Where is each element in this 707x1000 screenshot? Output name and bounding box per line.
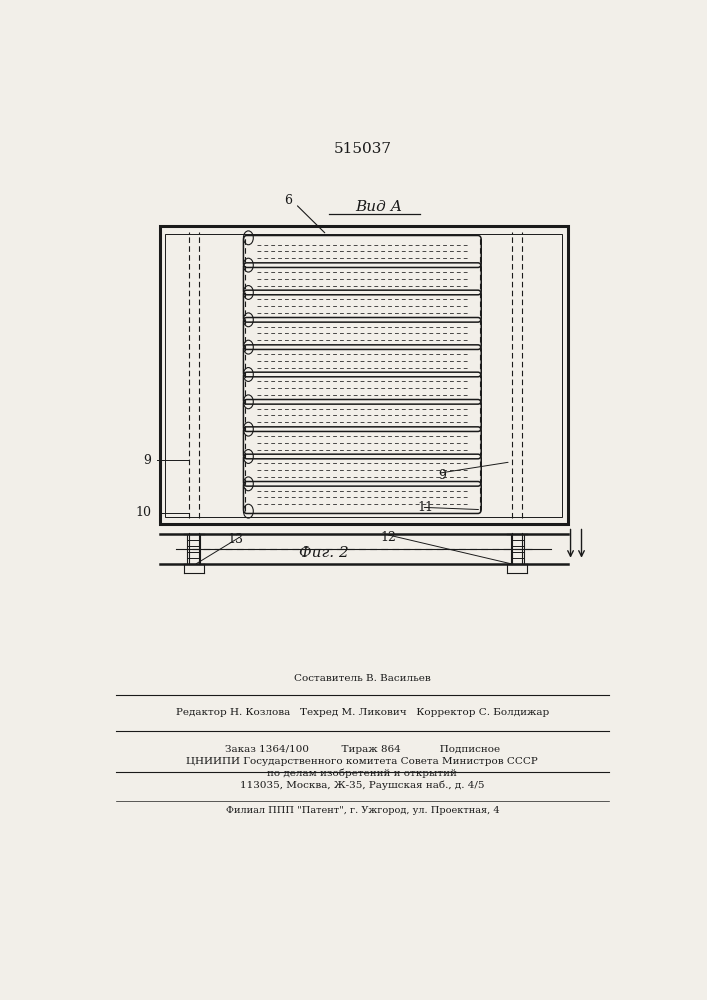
Text: Вид А: Вид А xyxy=(355,200,402,214)
Text: 10: 10 xyxy=(135,506,151,519)
Text: 515037: 515037 xyxy=(333,142,392,156)
Text: Составитель В. Васильев: Составитель В. Васильев xyxy=(294,674,431,683)
Text: Редактор Н. Козлова   Техред М. Ликович   Корректор С. Болдижар: Редактор Н. Козлова Техред М. Ликович Ко… xyxy=(176,708,549,717)
Text: 6: 6 xyxy=(284,194,293,207)
Text: 113035, Москва, Ж-35, Раушская наб., д. 4/5: 113035, Москва, Ж-35, Раушская наб., д. … xyxy=(240,781,484,790)
Text: ЦНИИПИ Государственного комитета Совета Министров СССР: ЦНИИПИ Государственного комитета Совета … xyxy=(187,757,538,766)
Text: 13: 13 xyxy=(227,533,243,546)
Text: Заказ 1364/100          Тираж 864            Подписное: Заказ 1364/100 Тираж 864 Подписное xyxy=(225,745,500,754)
Text: Филиал ППП "Патент", г. Ужгород, ул. Проектная, 4: Филиал ППП "Патент", г. Ужгород, ул. Про… xyxy=(226,806,499,815)
Text: 12: 12 xyxy=(380,531,397,544)
Text: 11: 11 xyxy=(417,501,433,514)
Text: Фиг. 2: Фиг. 2 xyxy=(299,546,349,560)
Bar xyxy=(165,234,562,517)
Text: по делам изобретений и открытий: по делам изобретений и открытий xyxy=(267,768,457,778)
Text: 9: 9 xyxy=(438,469,445,482)
Bar xyxy=(160,226,568,524)
Text: 9: 9 xyxy=(144,454,151,467)
